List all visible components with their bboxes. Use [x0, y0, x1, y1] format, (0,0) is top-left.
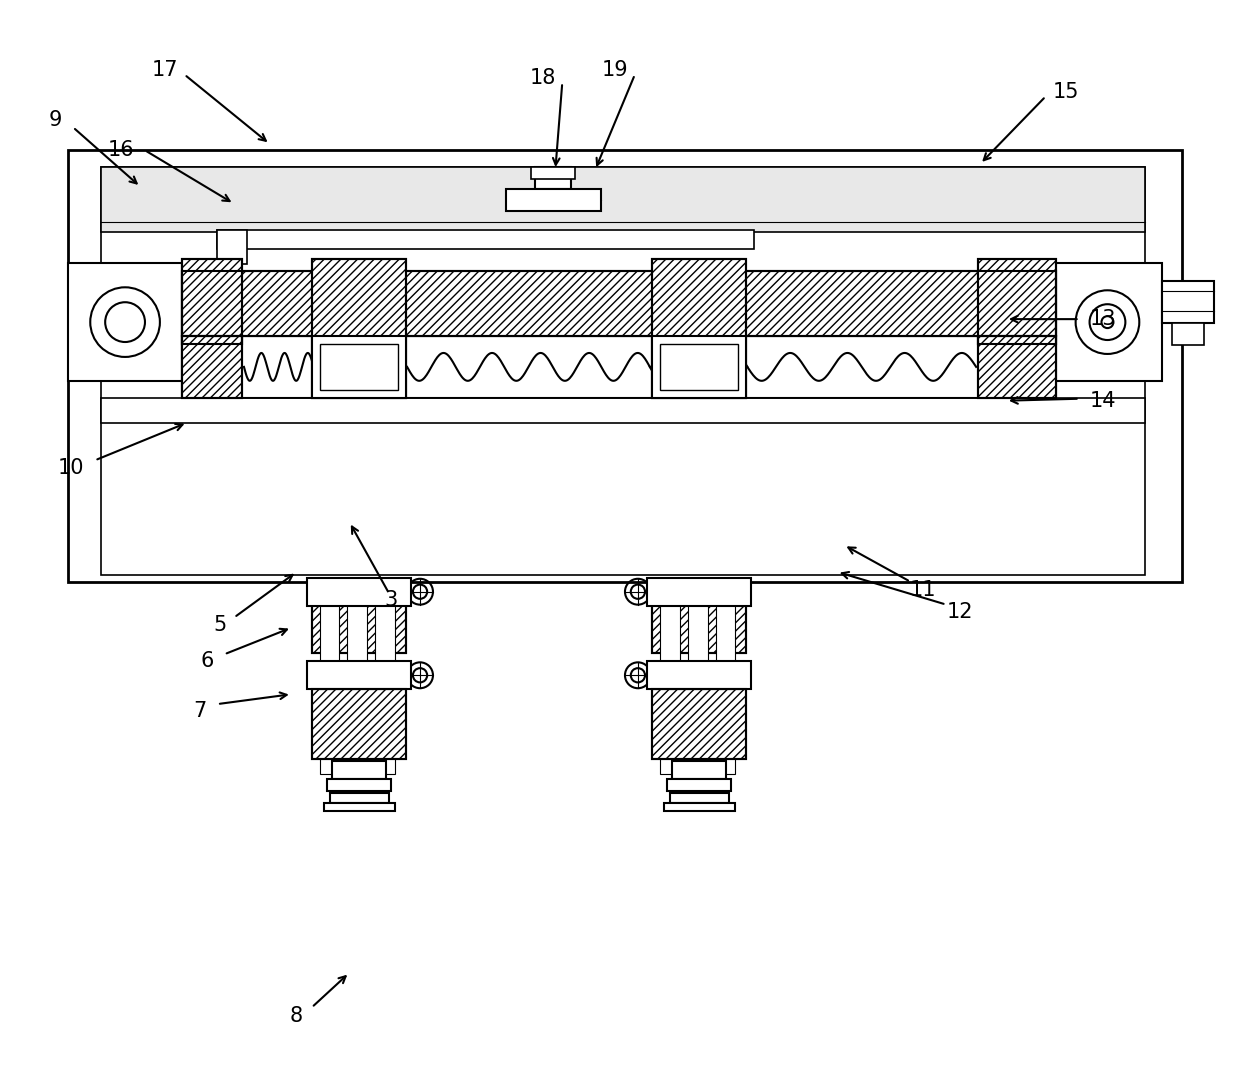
Bar	[715, 590, 735, 774]
Bar	[311, 336, 407, 398]
Bar	[324, 803, 396, 810]
Bar	[660, 590, 680, 774]
Bar	[536, 167, 572, 189]
Bar	[182, 336, 242, 398]
Bar	[311, 582, 407, 653]
Bar	[652, 260, 746, 398]
Bar	[182, 336, 1055, 398]
Bar	[1162, 281, 1214, 323]
Bar	[663, 803, 735, 810]
Bar	[652, 260, 746, 398]
Bar	[182, 271, 1055, 336]
Bar	[652, 336, 746, 398]
Bar	[311, 582, 407, 653]
Text: 12: 12	[947, 602, 973, 621]
Text: 8: 8	[290, 1005, 304, 1026]
Bar	[217, 230, 247, 264]
Bar	[347, 590, 367, 774]
Text: 14: 14	[1089, 391, 1116, 411]
Text: 7: 7	[193, 701, 207, 721]
Bar	[660, 344, 738, 389]
Bar	[311, 260, 407, 398]
Bar	[376, 590, 396, 774]
Text: 18: 18	[529, 69, 556, 88]
Bar	[978, 336, 1055, 398]
Bar	[326, 779, 391, 791]
Bar	[1053, 263, 1162, 381]
Bar	[1172, 323, 1204, 346]
Bar	[978, 260, 1055, 344]
Bar	[311, 260, 407, 398]
Bar	[672, 761, 727, 779]
Bar	[320, 344, 398, 389]
Text: 11: 11	[910, 579, 936, 600]
Bar	[330, 793, 389, 803]
Bar	[652, 689, 746, 759]
Text: 17: 17	[153, 60, 179, 80]
Bar	[667, 779, 732, 791]
Bar	[182, 336, 242, 398]
Text: 19: 19	[601, 60, 629, 80]
Text: 5: 5	[213, 615, 227, 634]
Text: 16: 16	[108, 139, 134, 160]
Bar	[217, 230, 754, 250]
Bar	[311, 689, 407, 759]
Bar	[647, 577, 751, 605]
Bar	[652, 689, 746, 759]
Bar	[532, 167, 575, 179]
Text: 6: 6	[201, 651, 213, 672]
Bar	[311, 689, 407, 759]
Bar	[652, 582, 746, 653]
Bar	[100, 167, 1146, 575]
Bar	[688, 590, 708, 774]
Bar	[182, 271, 1055, 336]
Bar	[68, 150, 1182, 582]
Bar	[331, 761, 386, 779]
Bar	[978, 260, 1055, 344]
Bar	[306, 661, 412, 689]
Text: 13: 13	[1089, 309, 1116, 329]
Text: 10: 10	[57, 458, 84, 479]
Bar	[652, 582, 746, 653]
Text: 9: 9	[48, 111, 62, 130]
Bar	[182, 260, 242, 344]
Text: 3: 3	[384, 590, 398, 609]
Bar	[100, 398, 1146, 423]
Bar	[647, 661, 751, 689]
Bar	[182, 260, 242, 344]
Bar	[978, 336, 1055, 398]
Bar	[670, 793, 729, 803]
Bar	[100, 167, 1146, 232]
Bar	[506, 189, 601, 210]
Bar	[320, 590, 340, 774]
Bar	[306, 577, 412, 605]
Bar	[68, 263, 182, 381]
Text: 15: 15	[1053, 83, 1079, 102]
